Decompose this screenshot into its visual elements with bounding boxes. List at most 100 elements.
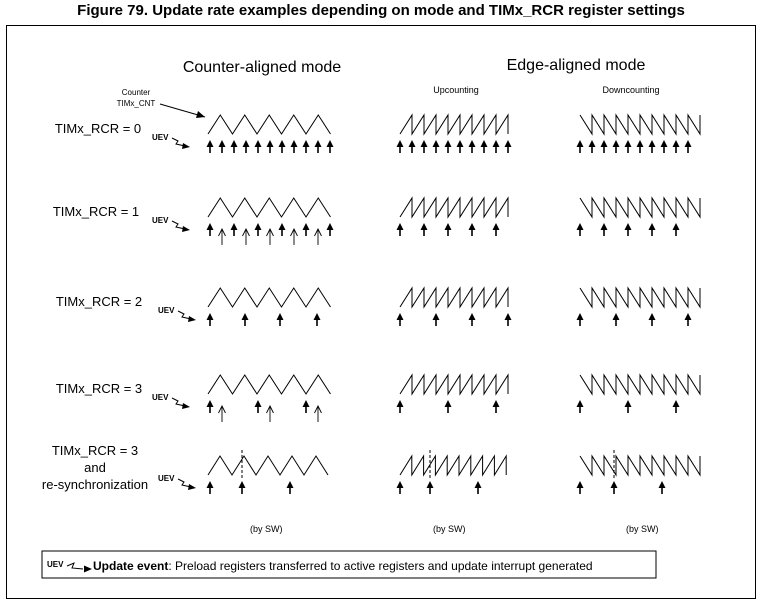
update-event-arrowhead — [660, 140, 668, 147]
update-event-arrowhead — [206, 313, 214, 320]
upcounting-waveform — [399, 373, 509, 396]
update-event-arrowhead — [444, 400, 452, 407]
update-event-arrowhead — [396, 481, 404, 488]
underflow-arrowhead — [314, 404, 322, 414]
update-event-arrowhead — [432, 140, 440, 147]
underflow-arrowhead — [242, 227, 250, 237]
update-event-arrowhead — [206, 140, 214, 147]
update-event-arrowhead — [672, 140, 680, 147]
upcounting-waveform — [399, 196, 509, 219]
update-event-arrowhead — [600, 140, 608, 147]
update-event-arrowhead — [254, 140, 262, 147]
row-label: TIMx_RCR = 1 — [53, 204, 139, 219]
update-event-arrowhead — [588, 140, 596, 147]
uev-label: UEV — [152, 133, 169, 142]
counter-waveform — [207, 197, 331, 218]
update-event-arrowhead — [468, 223, 476, 230]
underflow-arrowhead — [290, 227, 298, 237]
update-event-arrowhead — [206, 223, 214, 230]
update-event-arrowhead — [266, 140, 274, 147]
update-event-arrowhead — [648, 140, 656, 147]
update-event-arrowhead — [480, 140, 488, 147]
update-event-arrowhead — [313, 313, 321, 320]
update-event-arrowhead — [302, 400, 310, 407]
update-event-arrowhead — [468, 313, 476, 320]
update-event-arrowhead — [576, 400, 584, 407]
uev-arrowhead — [188, 316, 196, 322]
figure-title: Figure 79. Update rate examples dependin… — [77, 2, 685, 19]
update-event-arrowhead — [468, 140, 476, 147]
update-event-arrowhead — [576, 481, 584, 488]
by-sw-upcounting: (by SW) — [433, 524, 466, 534]
counter-waveform — [207, 287, 331, 308]
uev-zigzag — [177, 310, 192, 320]
legend-uev-tag: UEV — [47, 560, 64, 569]
update-event-arrowhead — [426, 481, 434, 488]
underflow-arrowhead — [266, 227, 274, 237]
uev-arrowhead — [188, 484, 196, 490]
by-sw-counter-aligned: (by SW) — [250, 524, 283, 534]
update-event-arrowhead — [492, 400, 500, 407]
counter-waveform — [207, 455, 329, 476]
counter-pointer-arrowhead — [196, 111, 205, 118]
row-label: TIMx_RCR = 2 — [56, 294, 142, 309]
legend-box — [41, 550, 657, 579]
header-counter-aligned: Counter-aligned mode — [183, 59, 341, 76]
row-label: TIMx_RCR = 0 — [55, 121, 141, 136]
update-event-arrowhead — [238, 481, 246, 488]
uev-zigzag — [171, 220, 186, 230]
update-event-arrowhead — [474, 481, 482, 488]
uev-arrowhead — [182, 403, 190, 409]
header-upcounting: Upcounting — [433, 85, 479, 95]
update-event-arrowhead — [278, 140, 286, 147]
update-event-arrowhead — [396, 223, 404, 230]
legend-description: : Preload registers transferred to activ… — [168, 559, 592, 573]
uev-zigzag — [177, 478, 192, 488]
update-event-arrowhead — [241, 313, 249, 320]
by-sw-downcounting: (by SW) — [626, 524, 659, 534]
row-3: TIMx_RCR = 2 UEV — [56, 286, 701, 326]
counter-label-line-2: TIMx_CNT — [117, 99, 156, 108]
update-event-arrowhead — [432, 313, 440, 320]
underflow-arrowhead — [266, 404, 274, 414]
update-event-arrowhead — [314, 140, 322, 147]
row-label: and — [84, 460, 106, 475]
update-event-arrowhead — [658, 481, 666, 488]
row-2: TIMx_RCR = 1 UEV — [53, 196, 701, 245]
update-event-arrowhead — [286, 481, 294, 488]
uev-label: UEV — [158, 474, 175, 483]
upcounting-waveform — [399, 454, 507, 477]
uev-zigzag — [171, 397, 186, 407]
update-event-arrowhead — [610, 481, 618, 488]
update-event-arrowhead — [624, 140, 632, 147]
row-label: TIMx_RCR = 3 — [52, 443, 138, 458]
update-event-arrowhead — [420, 140, 428, 147]
update-event-arrowhead — [492, 140, 500, 147]
uev-zigzag — [171, 137, 186, 147]
uev-label: UEV — [152, 216, 169, 225]
update-event-arrowhead — [420, 223, 428, 230]
uev-label: UEV — [158, 306, 175, 315]
downcounting-waveform — [579, 454, 701, 477]
update-event-arrowhead — [492, 223, 500, 230]
update-event-arrowhead — [624, 400, 632, 407]
update-event-arrowhead — [444, 223, 452, 230]
header-edge-aligned: Edge-aligned mode — [507, 57, 646, 74]
update-event-arrowhead — [576, 140, 584, 147]
update-event-arrowhead — [230, 223, 238, 230]
legend-zigzag — [66, 562, 84, 570]
update-event-arrowhead — [290, 140, 298, 147]
update-event-arrowhead — [612, 313, 620, 320]
update-event-arrowhead — [278, 223, 286, 230]
update-event-arrowhead — [206, 481, 214, 488]
row-4: TIMx_RCR = 3 UEV — [56, 373, 701, 422]
update-event-arrowhead — [504, 313, 512, 320]
update-event-arrowhead — [684, 313, 692, 320]
update-event-arrowhead — [624, 223, 632, 230]
counter-waveform — [207, 374, 331, 395]
update-event-arrowhead — [230, 140, 238, 147]
update-event-arrowhead — [672, 400, 680, 407]
legend-text: Update event: Preload registers transfer… — [93, 559, 593, 573]
